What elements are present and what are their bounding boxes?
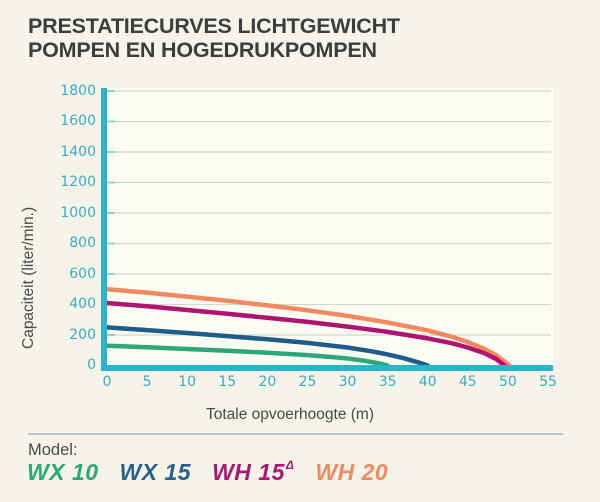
x-tick-label: 50 (498, 374, 517, 390)
x-tick-label: 40 (418, 374, 437, 390)
x-tick-label: 5 (142, 374, 152, 390)
legend-item-WH-15: WH 15Δ (212, 458, 295, 485)
legend-item-superscript: Δ (285, 458, 295, 473)
curve-WX-10 (104, 343, 390, 368)
legend: WX 10 WX 15 WH 15Δ WH 20 (27, 458, 389, 486)
page-title-line1: PRESTATIECURVES LICHTGEWICHT (28, 14, 400, 38)
x-tick-label: 20 (258, 374, 277, 390)
curve-WX-15 (104, 325, 430, 368)
curve-WH-20 (104, 287, 512, 368)
x-tick-label: 30 (338, 374, 357, 390)
legend-title: Model: (28, 441, 78, 459)
y-tick-label: 400 (69, 296, 96, 312)
x-tick-label: 10 (178, 374, 197, 390)
y-tick-label: 0 (87, 357, 96, 373)
y-tick-label: 1400 (60, 143, 96, 160)
y-tick-label: 800 (69, 235, 96, 251)
y-tick-label: 600 (69, 265, 96, 282)
y-tick-label: 1800 (60, 82, 96, 99)
y-tick-label: 1200 (60, 174, 96, 190)
x-tick-label: 45 (458, 374, 477, 390)
page-title-line2: POMPEN EN HOGEDRUKPOMPEN (28, 38, 377, 63)
legend-item-WX-15: WX 15 (119, 459, 192, 485)
x-tick-label: 25 (298, 374, 317, 390)
legend-item-WH-20: WH 20 (315, 459, 389, 485)
y-tick-label: 1000 (60, 204, 96, 221)
legend-item-WX-10: WX 10 (27, 459, 99, 485)
y-axis-label: Capaciteit (liter/min.) (20, 206, 37, 350)
y-axis-line (101, 88, 107, 371)
y-tick-label: 1600 (60, 113, 96, 129)
y-tick-label: 200 (69, 326, 96, 343)
x-tick-label: 15 (218, 374, 237, 390)
x-axis-line (101, 365, 553, 371)
x-tick-label: 35 (378, 374, 397, 390)
x-tick-label: 55 (539, 374, 557, 390)
x-axis-label: Totale opvoerhoogte (m) (205, 406, 374, 423)
page-title: PRESTATIECURVES LICHTGEWICHT POMPEN EN H… (28, 14, 400, 63)
legend-divider (28, 433, 563, 435)
x-tick-label: 0 (102, 374, 112, 390)
plot-area-background (100, 88, 553, 365)
curve-WH-15 (104, 300, 507, 368)
